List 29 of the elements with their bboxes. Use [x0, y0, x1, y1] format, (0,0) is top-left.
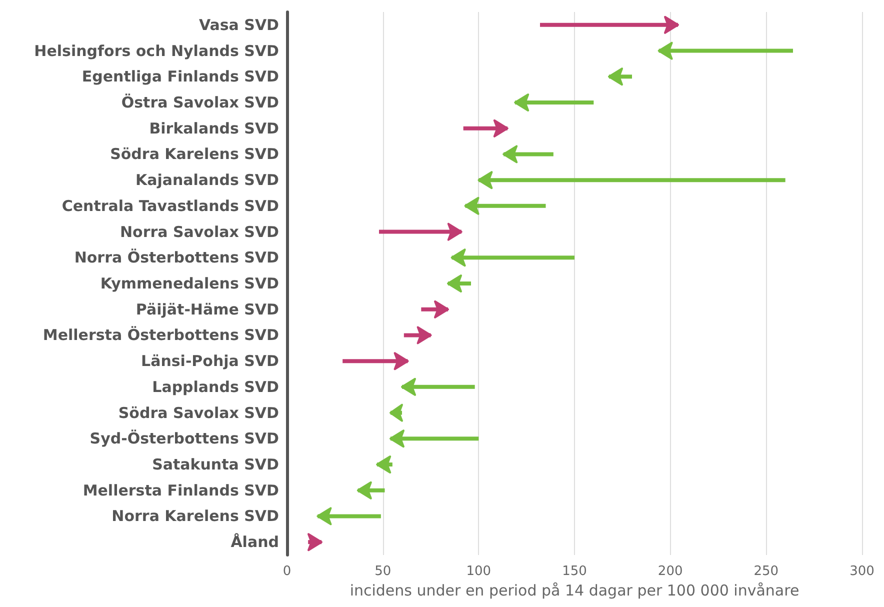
x-tick-label: 0	[282, 564, 292, 579]
y-tick-label: Kymmenedalens SVD	[100, 274, 279, 292]
y-tick-label: Birkalands SVD	[149, 119, 279, 138]
y-tick-label: Mellersta Österbottens SVD	[42, 326, 279, 344]
x-tick-label: 150	[562, 564, 587, 579]
y-tick-label: Länsi-Pohja SVD	[141, 352, 279, 370]
x-tick-label: 50	[374, 564, 392, 579]
x-tick-label: 200	[658, 564, 683, 579]
y-tick-label: Åland	[230, 533, 279, 552]
x-tick-label: 100	[466, 564, 492, 579]
y-tick-label: Päijät-Häme SVD	[136, 300, 279, 318]
y-tick-label: Norra Karelens SVD	[112, 507, 279, 526]
y-tick-label: Norra Österbottens SVD	[74, 248, 279, 267]
y-tick-label: Helsingfors och Nylands SVD	[34, 42, 279, 60]
y-tick-label: Kajanalands SVD	[135, 171, 279, 190]
x-tick-label: 250	[754, 564, 779, 579]
y-tick-label: Egentliga Finlands SVD	[82, 68, 279, 86]
y-tick-label: Satakunta SVD	[152, 456, 279, 474]
y-tick-label: Centrala Tavastlands SVD	[62, 196, 279, 215]
y-tick-label: Norra Savolax SVD	[120, 222, 279, 241]
x-axis-title: incidens under en period på 14 dagar per 100 000 invånare	[350, 581, 800, 600]
y-tick-label: Syd-Österbottens SVD	[90, 430, 279, 448]
y-tick-label: Vasa SVD	[198, 16, 279, 34]
x-tick-label: 300	[850, 564, 874, 579]
y-tick-label: Lapplands SVD	[152, 378, 279, 396]
y-tick-label: Östra Savolax SVD	[121, 94, 279, 112]
y-tick-label: Södra Karelens SVD	[110, 145, 279, 164]
y-tick-label: Mellersta Finlands SVD	[82, 481, 279, 500]
y-tick-label: Södra Savolax SVD	[118, 404, 279, 422]
